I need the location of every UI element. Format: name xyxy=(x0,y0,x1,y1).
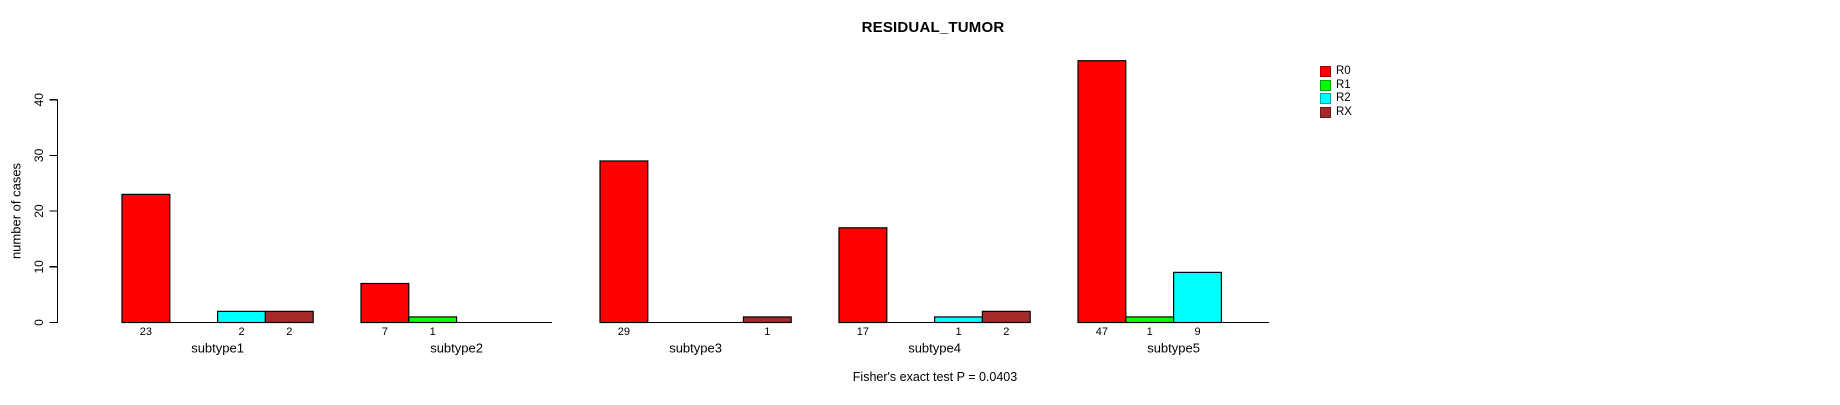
legend-row-r0: R0 xyxy=(1320,65,1352,77)
bar-R1-subtype2 xyxy=(408,316,458,324)
legend-label-r2: R2 xyxy=(1336,92,1351,104)
legend-row-rx: RX xyxy=(1320,105,1352,118)
legend-label-r1: R1 xyxy=(1336,78,1351,91)
bar-value-label-R0-subtype1: 23 xyxy=(140,326,152,338)
category-label-subtype4: subtype4 xyxy=(908,341,961,356)
bar-value-label-R2-subtype5: 9 xyxy=(1194,326,1200,338)
bar-RX-subtype4 xyxy=(981,310,1031,324)
bar-value-label-R2-subtype1: 2 xyxy=(238,326,244,338)
category-label-subtype3: subtype3 xyxy=(669,341,722,356)
bar-R2-subtype1 xyxy=(217,310,267,324)
bar-value-label-R0-subtype3: 29 xyxy=(618,326,630,338)
legend-swatch-r1 xyxy=(1320,79,1331,91)
bar-R0-subtype2 xyxy=(360,282,410,324)
bar-value-label-R2-subtype4: 1 xyxy=(955,326,961,338)
legend-label-r0: R0 xyxy=(1336,65,1351,77)
y-tick-label: 20 xyxy=(32,204,46,218)
category-label-subtype1: subtype1 xyxy=(191,341,244,356)
y-axis-title: number of cases xyxy=(8,162,24,260)
y-tick-label: 30 xyxy=(32,148,46,162)
bar-value-label-RX-subtype4: 2 xyxy=(1003,326,1009,338)
chart-title: RESIDUAL_TUMOR xyxy=(861,19,1005,36)
y-tick-label: 10 xyxy=(32,260,46,274)
legend-swatch-r0 xyxy=(1320,66,1331,77)
bar-value-label-R0-subtype5: 47 xyxy=(1096,326,1108,338)
bar-value-label-R1-subtype5: 1 xyxy=(1147,326,1153,338)
bar-R2-subtype5 xyxy=(1172,271,1222,324)
bar-R2-subtype4 xyxy=(933,316,983,324)
category-label-subtype2: subtype2 xyxy=(430,341,483,356)
bar-R0-subtype1 xyxy=(121,193,171,324)
legend-swatch-r2 xyxy=(1320,93,1331,104)
y-tick-label: 40 xyxy=(32,93,46,107)
bar-value-label-R0-subtype4: 17 xyxy=(857,326,869,338)
bar-R0-subtype5 xyxy=(1077,60,1127,324)
y-tick-label: 0 xyxy=(32,319,46,326)
bar-RX-subtype3 xyxy=(742,316,792,324)
bar-R0-subtype3 xyxy=(599,160,649,324)
bar-value-label-RX-subtype1: 2 xyxy=(286,326,292,338)
legend: R0 R1 R2 RX xyxy=(1320,65,1352,118)
legend-row-r1: R1 xyxy=(1320,78,1352,91)
bar-value-label-R1-subtype2: 1 xyxy=(430,326,436,338)
category-label-subtype5: subtype5 xyxy=(1147,341,1200,356)
fisher-test-note: Fisher's exact test P = 0.0403 xyxy=(852,370,1018,384)
legend-row-r2: R2 xyxy=(1320,92,1352,104)
bar-value-label-RX-subtype3: 1 xyxy=(764,326,770,338)
bar-R1-subtype5 xyxy=(1125,316,1175,324)
legend-label-rx: RX xyxy=(1336,105,1352,118)
bar-value-label-R0-subtype2: 7 xyxy=(382,326,388,338)
legend-swatch-rx xyxy=(1320,106,1331,118)
bar-RX-subtype1 xyxy=(264,310,314,324)
bar-R0-subtype4 xyxy=(838,227,888,324)
